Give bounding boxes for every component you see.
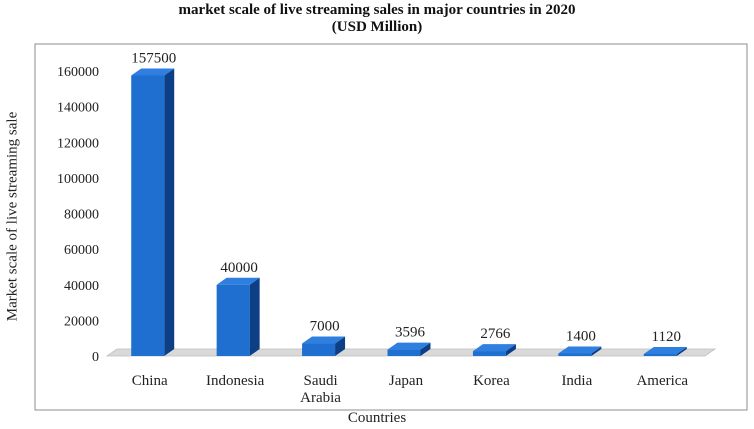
- bar-side: [505, 344, 516, 356]
- x-axis-label: Countries: [347, 410, 407, 426]
- chart-frame: [34, 43, 748, 411]
- x-tick-label: China: [132, 373, 168, 389]
- data-label: 1400: [566, 329, 596, 345]
- y-tick-label: 140000: [57, 101, 99, 116]
- bar-side: [420, 342, 431, 356]
- bar-top: [216, 277, 260, 285]
- chart-subtitle: (USD Million): [331, 19, 423, 35]
- y-tick-label: 0: [92, 350, 99, 365]
- x-tick-label: America: [636, 373, 688, 389]
- bar: [643, 354, 677, 356]
- y-tick-label: 100000: [57, 172, 99, 187]
- bar-side: [335, 336, 346, 356]
- y-tick-label: 60000: [64, 243, 99, 258]
- bar-side: [591, 346, 602, 356]
- bar-side: [676, 347, 687, 356]
- x-tick-label: Korea: [473, 373, 510, 389]
- y-tick-label: 120000: [57, 136, 99, 151]
- bar: [302, 343, 336, 356]
- y-tick-label: 40000: [64, 279, 99, 294]
- bar: [131, 75, 165, 356]
- x-tick-label: Japan: [389, 373, 424, 389]
- bar-top: [472, 344, 516, 352]
- bar-top: [302, 336, 346, 344]
- bar: [387, 349, 421, 356]
- x-tick-label: Indonesia: [206, 373, 265, 389]
- bar-side: [249, 277, 260, 356]
- x-tick-label: Saudi: [303, 373, 337, 389]
- data-label: 3596: [395, 325, 426, 341]
- y-tick-label: 20000: [64, 314, 99, 329]
- y-tick-label: 80000: [64, 208, 99, 223]
- bar-top: [131, 68, 175, 76]
- bar: [216, 284, 250, 356]
- chart-title: market scale of live streaming sales in …: [178, 2, 576, 18]
- data-label: 157500: [131, 50, 176, 66]
- bar-top: [643, 347, 687, 355]
- y-tick-label: 160000: [57, 65, 99, 80]
- bar: [472, 351, 506, 356]
- data-label: 2766: [480, 326, 511, 342]
- bar-top: [558, 346, 602, 354]
- data-label: 40000: [220, 260, 258, 276]
- bar-top: [387, 342, 431, 350]
- x-tick-label: India: [561, 373, 592, 389]
- bar: [558, 353, 592, 356]
- data-label: 7000: [310, 319, 340, 335]
- x-tick-label: Arabia: [300, 390, 341, 406]
- bar-side: [164, 68, 175, 356]
- data-label: 1120: [652, 329, 681, 345]
